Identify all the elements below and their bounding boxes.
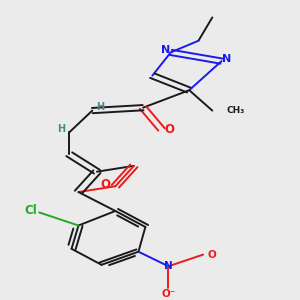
Text: O⁻: O⁻	[161, 290, 176, 299]
Text: H: H	[97, 102, 105, 112]
Text: N: N	[160, 45, 170, 55]
Text: N: N	[164, 261, 173, 271]
Text: CH₃: CH₃	[226, 106, 244, 115]
Text: O: O	[100, 178, 110, 191]
Text: H: H	[57, 124, 65, 134]
Text: N: N	[223, 54, 232, 64]
Text: Cl: Cl	[25, 204, 37, 217]
Text: O: O	[165, 123, 175, 136]
Text: O: O	[207, 250, 216, 260]
